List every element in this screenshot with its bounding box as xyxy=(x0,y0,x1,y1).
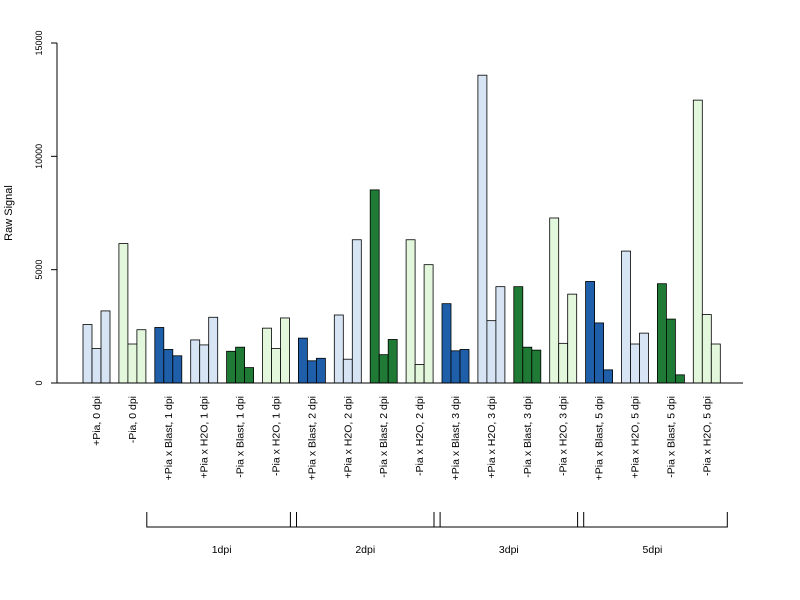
bar xyxy=(450,350,461,384)
bar xyxy=(414,364,425,384)
category-label: -Pia x Blast, 2 dpi xyxy=(378,396,390,478)
bar xyxy=(585,281,595,384)
bar xyxy=(558,342,569,384)
bar xyxy=(567,293,578,384)
category-label: +Pia x Blast, 5 dpi xyxy=(594,396,606,480)
bar xyxy=(136,329,147,384)
category-label: -Pia x Blast, 1 dpi xyxy=(235,396,247,478)
bar xyxy=(701,314,712,384)
bar xyxy=(378,354,389,384)
group-label: 3dpi xyxy=(499,544,519,556)
bar xyxy=(262,327,272,384)
bar xyxy=(657,283,667,384)
y-tick-label: 10000 xyxy=(34,144,44,169)
group-label: 5dpi xyxy=(643,544,663,556)
bar xyxy=(280,317,290,384)
y-tick-label: 5000 xyxy=(34,260,44,280)
bar xyxy=(127,343,138,384)
category-label: +Pia x H2O, 5 dpi xyxy=(630,396,642,479)
bar xyxy=(154,327,165,384)
category-label: -Pia x H2O, 5 dpi xyxy=(701,396,713,476)
bar xyxy=(199,344,210,384)
category-label: -Pia, 0 dpi xyxy=(127,396,139,443)
category-label: +Pia x H2O, 2 dpi xyxy=(342,396,354,479)
bar xyxy=(244,367,255,384)
bar xyxy=(369,189,380,384)
group-bracket xyxy=(289,512,441,528)
bar xyxy=(405,239,416,384)
bar xyxy=(531,349,542,384)
bar xyxy=(441,303,452,384)
bar xyxy=(495,286,506,384)
group-label: 2dpi xyxy=(355,544,375,556)
bar xyxy=(630,343,640,384)
bar xyxy=(306,360,317,384)
category-label: +Pia, 0 dpi xyxy=(91,396,103,446)
bar xyxy=(351,239,362,384)
bar xyxy=(271,348,281,384)
bar xyxy=(423,264,434,384)
bar xyxy=(603,369,613,384)
group-bracket xyxy=(146,512,297,528)
bar xyxy=(226,350,237,384)
category-label: +Pia x Blast, 2 dpi xyxy=(306,396,318,480)
bar xyxy=(208,316,219,384)
category-label: +Pia x H2O, 1 dpi xyxy=(199,396,211,479)
bar xyxy=(594,322,604,384)
y-tick-label: 15000 xyxy=(34,30,44,55)
bar xyxy=(172,355,183,384)
category-label: +Pia x Blast, 3 dpi xyxy=(450,396,462,480)
category-label: -Pia x H2O, 3 dpi xyxy=(558,396,570,476)
bar xyxy=(522,346,533,384)
bar xyxy=(639,332,649,384)
bars-layer xyxy=(82,74,721,384)
category-label: -Pia x Blast, 5 dpi xyxy=(665,396,677,478)
bar xyxy=(82,324,93,384)
category-label: -Pia x H2O, 2 dpi xyxy=(414,396,426,476)
group-bracket xyxy=(433,512,585,528)
bar xyxy=(666,318,676,384)
group-label: 1dpi xyxy=(212,544,232,556)
category-label: -Pia x H2O, 1 dpi xyxy=(271,396,283,476)
bar xyxy=(91,348,102,384)
category-labels: +Pia, 0 dpi -Pia, 0 dpi +Pia x Blast, 1 dp… xyxy=(91,396,713,480)
y-axis-label: Raw Signal xyxy=(3,185,15,241)
bar xyxy=(190,339,201,384)
bar xyxy=(235,346,246,384)
bar xyxy=(692,99,703,384)
bar xyxy=(297,337,308,384)
y-tick-label: 0 xyxy=(34,380,44,385)
bar xyxy=(621,250,631,384)
category-label: -Pia x Blast, 3 dpi xyxy=(522,396,534,478)
bar xyxy=(342,358,353,384)
group-brackets: 1dpi 2dpi 3dpi 5dpi xyxy=(146,512,728,556)
bar xyxy=(513,286,524,384)
bar xyxy=(118,243,129,384)
bar xyxy=(486,320,497,384)
category-label: +Pia x Blast, 1 dpi xyxy=(163,396,175,480)
bar xyxy=(387,339,398,384)
bar xyxy=(100,310,111,384)
bar xyxy=(333,314,344,384)
bar xyxy=(315,357,326,384)
bar xyxy=(163,349,174,384)
y-ticks: 0 5000 10000 15000 xyxy=(34,30,57,386)
bar xyxy=(675,374,685,384)
bar xyxy=(710,343,721,384)
bar xyxy=(459,349,470,384)
bar xyxy=(477,74,488,384)
category-label: +Pia x H2O, 3 dpi xyxy=(486,396,498,479)
bar xyxy=(549,217,560,384)
group-bracket xyxy=(577,512,728,528)
